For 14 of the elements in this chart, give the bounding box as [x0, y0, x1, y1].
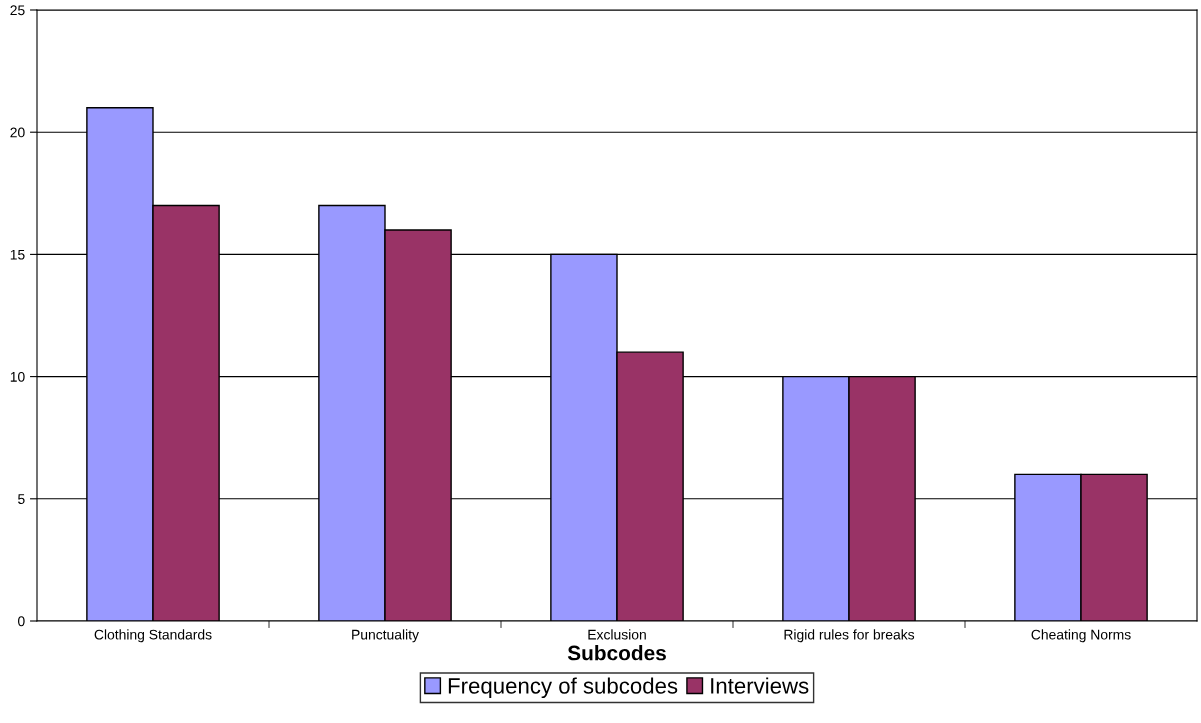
y-tick-label: 0 — [18, 616, 25, 627]
y-tick-label: 25 — [10, 5, 25, 16]
x-tick-label: Rigid rules for breaks — [784, 629, 915, 643]
x-tick-label: Exclusion — [588, 629, 646, 640]
y-tick-label: 5 — [18, 494, 25, 504]
x-axis-title: Subcodes — [567, 645, 666, 661]
legend-label: Interviews — [711, 677, 809, 694]
y-tick-label: 20 — [10, 127, 25, 138]
x-tick-label: Clothing Standards — [94, 629, 212, 643]
x-tick-label: Punctuality — [352, 629, 419, 643]
y-tick-label: 15 — [10, 249, 25, 260]
legend-label: Frequency of subcodes — [448, 677, 678, 699]
y-tick-label: 10 — [10, 371, 25, 382]
x-tick-label: Cheating Norms — [1031, 629, 1131, 643]
